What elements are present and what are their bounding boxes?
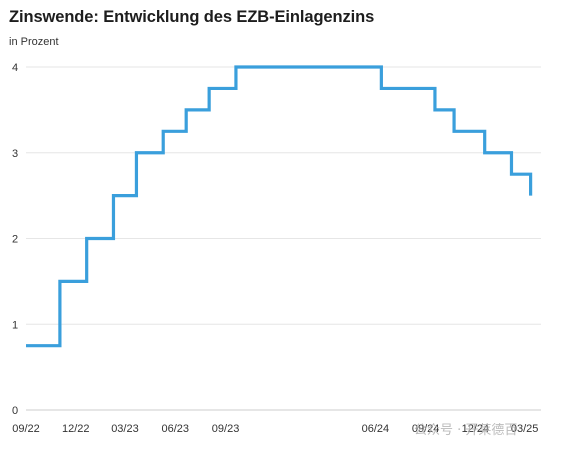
x-tick-label: 03/23 [111, 423, 139, 435]
x-tick-label: 03/25 [511, 423, 539, 435]
x-tick-label: 09/24 [412, 423, 440, 435]
y-tick-label: 4 [12, 62, 18, 74]
x-tick-label: 09/22 [12, 423, 40, 435]
x-tick-label: 12/24 [462, 423, 490, 435]
watermark-text: 公众号 · 开莱德百 [414, 423, 518, 438]
y-tick-label: 1 [12, 319, 18, 331]
series-layer [26, 65, 533, 348]
y-tick-label: 0 [12, 405, 18, 417]
x-tick-label: 06/24 [362, 423, 390, 435]
y-tick-label: 2 [12, 234, 18, 246]
y-tick-label: 3 [12, 148, 18, 160]
x-tick-label: 09/23 [212, 423, 240, 435]
x-tick-label: 06/23 [161, 423, 189, 435]
y-axis: 0 1 2 3 4 [12, 62, 18, 417]
chart-title: Zinswende: Entwicklung des EZB-Einlagenz… [9, 8, 375, 26]
x-axis: 09/22 12/22 03/23 06/23 09/23 06/24 09/24 12/24… [12, 423, 538, 435]
series-line [26, 65, 533, 348]
x-tick-label: 12/22 [62, 423, 90, 435]
chart-subtitle: in Prozent [9, 36, 59, 48]
